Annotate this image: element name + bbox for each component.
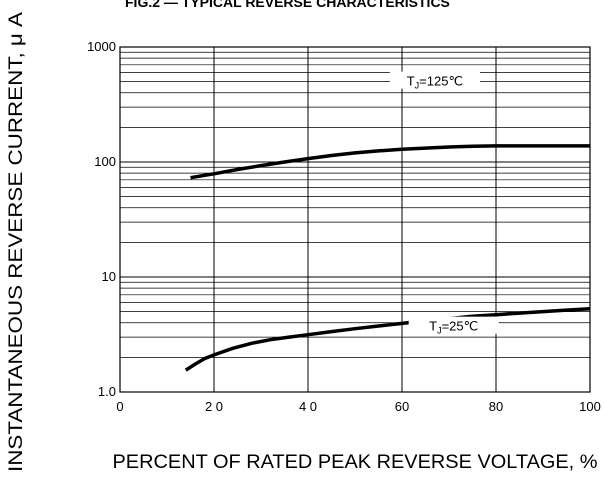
minor-grid bbox=[120, 51, 590, 358]
x-tick-label: 100 bbox=[579, 399, 601, 414]
x-tick-label: 60 bbox=[395, 399, 409, 414]
x-tick-label: 0 bbox=[116, 399, 123, 414]
y-tick-label: 1.0 bbox=[98, 384, 116, 399]
major-grid bbox=[119, 46, 591, 393]
chart-title: FIG.2 — TYPICAL REVERSE CHARACTERISTICS bbox=[125, 0, 450, 10]
series-label-backdrop bbox=[408, 316, 499, 334]
series-labels: TJ=125℃ TJ=25℃ bbox=[389, 71, 499, 336]
series-line-tj-125c bbox=[190, 144, 590, 180]
x-tick-labels: 0 2 0 4 0 60 80 100 bbox=[116, 399, 600, 414]
y-tick-label: 100 bbox=[94, 154, 116, 169]
y-axis-label: INSTANTANEOUS REVERSE CURRENT, μ A bbox=[6, 12, 27, 472]
series-label-tj-25c: TJ=25℃ bbox=[429, 319, 478, 336]
plot-frame bbox=[119, 46, 591, 393]
y-tick-label: 1000 bbox=[87, 39, 116, 54]
y-tick-labels: 1.0 10 100 1000 bbox=[87, 39, 116, 399]
x-tick-label: 4 0 bbox=[299, 399, 317, 414]
x-tick-label: 2 0 bbox=[205, 399, 223, 414]
y-tick-label: 10 bbox=[102, 269, 116, 284]
x-tick-label: 80 bbox=[489, 399, 503, 414]
series-label-tj-125c: TJ=125℃ bbox=[407, 74, 463, 91]
series-line-tj-25c bbox=[184, 306, 591, 372]
series-label-backdrop bbox=[389, 71, 480, 89]
series-lines bbox=[184, 144, 591, 372]
x-axis-label: PERCENT OF RATED PEAK REVERSE VOLTAGE, % bbox=[113, 452, 598, 473]
